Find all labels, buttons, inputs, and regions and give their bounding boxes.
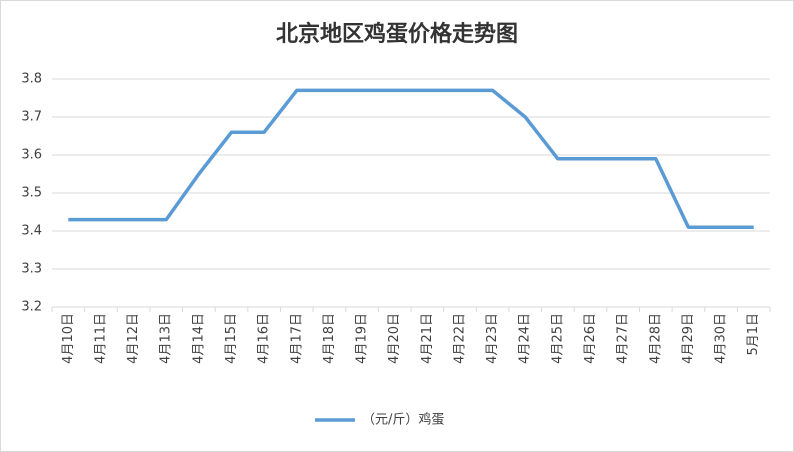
y-tick-label: 3.6 bbox=[21, 148, 42, 163]
x-tick-label: 4月19日 bbox=[355, 313, 370, 364]
x-tick-label: 4月14日 bbox=[191, 313, 206, 364]
x-tick-label: 4月13日 bbox=[159, 313, 174, 364]
x-tick-label: 4月29日 bbox=[681, 313, 696, 364]
x-tick-label: 4月30日 bbox=[714, 313, 729, 364]
y-tick-label: 3.8 bbox=[21, 72, 42, 87]
x-tick-label: 4月21日 bbox=[420, 313, 435, 364]
x-tick-label: 4月26日 bbox=[583, 313, 598, 364]
x-tick-label: 4月12日 bbox=[126, 313, 141, 364]
x-tick-label: 4月27日 bbox=[616, 313, 631, 364]
x-tick-label: 4月25日 bbox=[550, 313, 565, 364]
x-tick-label: 4月22日 bbox=[452, 313, 467, 364]
x-tick-label: 4月10日 bbox=[61, 313, 76, 364]
x-tick-label: 4月16日 bbox=[257, 313, 272, 364]
y-tick-label: 3.3 bbox=[21, 262, 42, 277]
x-tick-label: 4月18日 bbox=[322, 313, 337, 364]
x-tick-label: 5月1日 bbox=[746, 313, 761, 356]
y-tick-label: 3.2 bbox=[21, 300, 42, 315]
x-tick-label: 4月15日 bbox=[224, 313, 239, 364]
x-tick-label: 4月17日 bbox=[289, 313, 304, 364]
x-tick-label: 4月24日 bbox=[518, 313, 533, 364]
chart-title: 北京地区鸡蛋价格走势图 bbox=[276, 21, 518, 47]
data-line bbox=[68, 88, 754, 229]
x-tick-label: 4月23日 bbox=[485, 313, 500, 364]
y-tick-label: 3.4 bbox=[21, 224, 42, 239]
legend-label: （元/斤）鸡蛋 bbox=[362, 412, 444, 428]
y-tick-label: 3.7 bbox=[21, 110, 42, 125]
y-tick-label: 3.5 bbox=[21, 186, 42, 201]
x-tick-label: 4月20日 bbox=[387, 313, 402, 364]
x-tick-label: 4月28日 bbox=[648, 313, 663, 364]
x-tick-label: 4月11日 bbox=[93, 313, 108, 364]
